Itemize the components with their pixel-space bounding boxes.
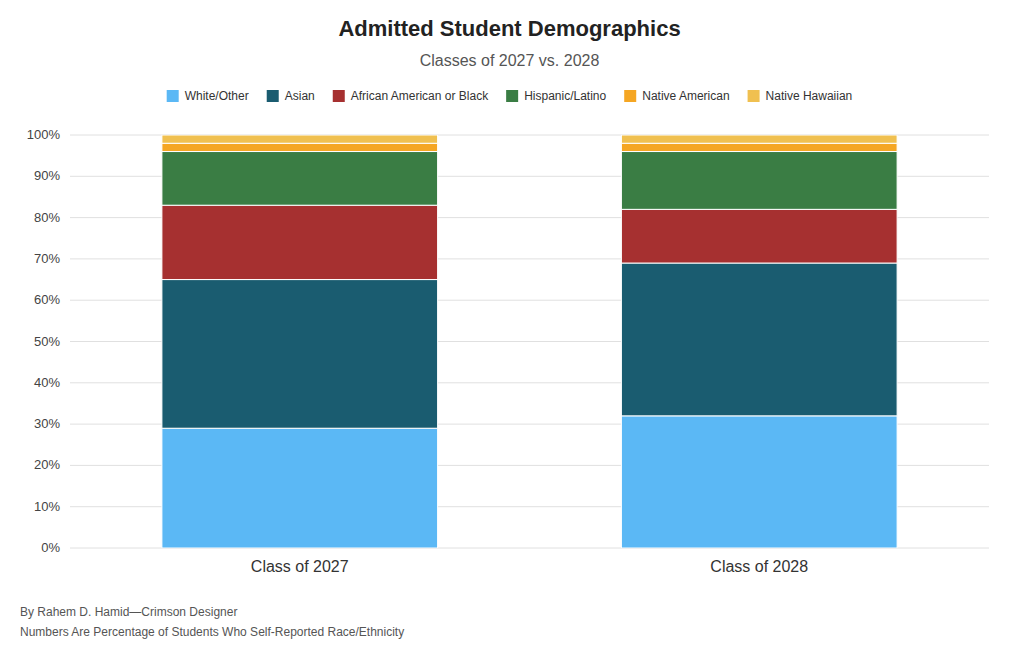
chart: Admitted Student Demographics Classes of … — [0, 0, 1019, 650]
legend-item: Native American — [624, 89, 729, 103]
subtitle: Classes of 2027 vs. 2028 — [420, 52, 600, 69]
x-tick-label: Class of 2028 — [710, 558, 808, 575]
grid — [70, 135, 989, 548]
footnotes: By Rahem D. Hamid—Crimson Designer Number… — [20, 605, 404, 639]
title: Admitted Student Demographics — [338, 16, 680, 41]
legend-swatch — [748, 90, 760, 102]
y-tick-label: 70% — [34, 251, 60, 266]
y-tick-label: 60% — [34, 292, 60, 307]
x-tick-label: Class of 2027 — [251, 558, 349, 575]
y-tick-label: 90% — [34, 168, 60, 183]
bar — [621, 263, 897, 416]
bar — [162, 143, 438, 151]
legend-item: Asian — [267, 89, 315, 103]
x-axis: Class of 2027 Class of 2028 — [251, 558, 808, 575]
legend-label: White/Other — [185, 89, 249, 103]
legend-label: Hispanic/Latino — [524, 89, 606, 103]
bars — [162, 135, 897, 548]
y-tick-label: 100% — [27, 127, 61, 142]
bar — [621, 416, 897, 548]
bar — [162, 152, 438, 206]
y-axis: 0% 10% 20% 30% 40% 50% 60% 70% 80% 90% 100% — [27, 127, 61, 555]
legend-item: Hispanic/Latino — [506, 89, 606, 103]
y-tick-label: 40% — [34, 375, 60, 390]
legend-swatch — [624, 90, 636, 102]
legend-label: Asian — [285, 89, 315, 103]
y-tick-label: 0% — [41, 540, 60, 555]
legend-swatch — [506, 90, 518, 102]
legend: White/Other Asian African American or Blac… — [167, 89, 853, 103]
bar — [162, 280, 438, 429]
footnote: By Rahem D. Hamid—Crimson Designer — [20, 605, 237, 619]
bar — [162, 135, 438, 143]
y-tick-label: 10% — [34, 499, 60, 514]
legend-label: Native Hawaiian — [766, 89, 853, 103]
bar — [162, 428, 438, 548]
bar — [162, 205, 438, 279]
footnote: Numbers Are Percentage of Students Who S… — [20, 625, 404, 639]
legend-swatch — [333, 90, 345, 102]
bar — [621, 143, 897, 151]
legend-swatch — [167, 90, 179, 102]
bar — [621, 152, 897, 210]
y-tick-label: 50% — [34, 334, 60, 349]
legend-label: Native American — [642, 89, 729, 103]
y-tick-label: 20% — [34, 457, 60, 472]
legend-label: African American or Black — [351, 89, 489, 103]
legend-item: Native Hawaiian — [748, 89, 853, 103]
legend-swatch — [267, 90, 279, 102]
bar — [621, 209, 897, 263]
y-tick-label: 80% — [34, 210, 60, 225]
bar — [621, 135, 897, 143]
legend-item: White/Other — [167, 89, 249, 103]
y-tick-label: 30% — [34, 416, 60, 431]
legend-item: African American or Black — [333, 89, 489, 103]
